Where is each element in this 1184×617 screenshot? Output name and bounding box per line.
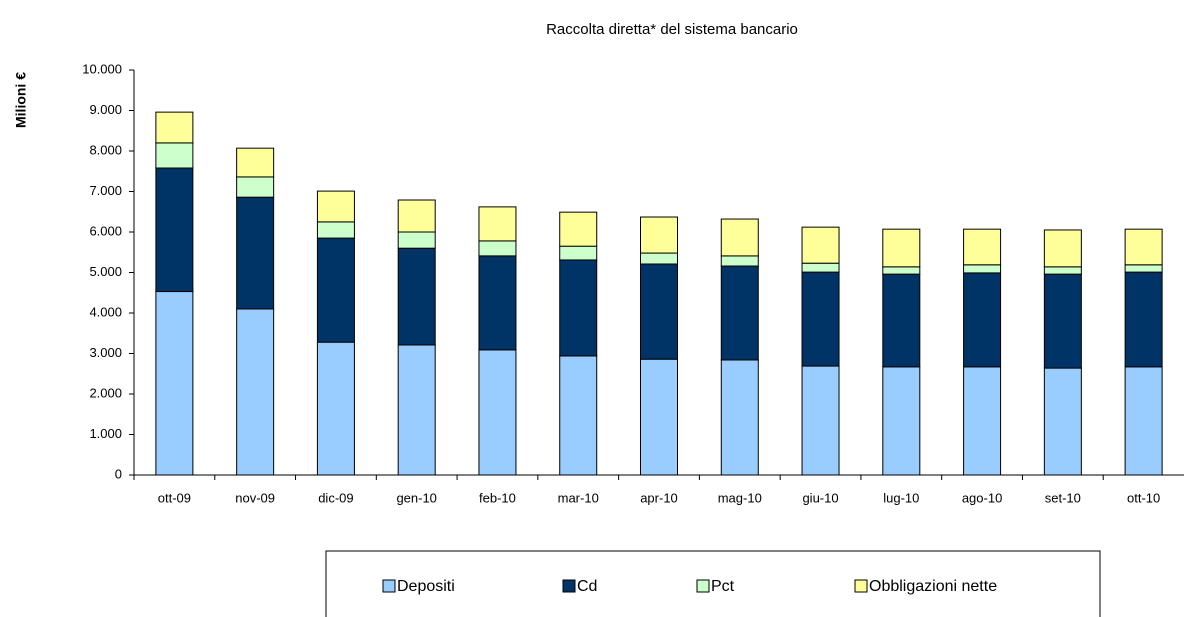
y-tick-label: 10.000 <box>82 61 122 76</box>
legend-label: Depositi <box>397 578 455 595</box>
bar-segment <box>236 308 275 476</box>
x-tick-label: mar-10 <box>558 490 599 505</box>
bar-segment <box>882 266 921 275</box>
legend-swatch <box>562 579 576 593</box>
bar-segment <box>882 366 921 476</box>
bar-segment <box>963 272 1002 368</box>
bar-segment <box>963 264 1002 274</box>
legend-label: Obbligazioni nette <box>869 578 997 595</box>
x-tick-label: gen-10 <box>396 490 436 505</box>
bar-segment <box>963 228 1002 266</box>
bar-segment <box>1124 228 1163 266</box>
bar-segment <box>397 199 436 233</box>
legend-swatch <box>696 579 710 593</box>
bar-segment <box>1043 229 1082 268</box>
bar-segment <box>801 262 840 273</box>
x-tick-label: ago-10 <box>962 490 1002 505</box>
bar-segment <box>478 349 517 476</box>
bar-segment <box>316 190 355 223</box>
x-tick-label: nov-09 <box>235 490 275 505</box>
bar-segment <box>801 365 840 476</box>
bar-segment <box>720 255 759 267</box>
x-tick-label: feb-10 <box>479 490 516 505</box>
bar-segment <box>1043 266 1082 275</box>
bar-segment <box>155 142 194 169</box>
bar-segment <box>963 366 1002 476</box>
chart-title: Raccolta diretta* del sistema bancario <box>546 21 798 38</box>
x-tick-label: dic-09 <box>318 490 353 505</box>
legend-swatch <box>382 579 396 593</box>
bar-segment <box>559 259 598 357</box>
bar-segment <box>801 226 840 264</box>
bar-segment <box>316 221 355 239</box>
bar-segment <box>640 358 678 476</box>
bar-segment <box>640 216 678 254</box>
y-tick-label: 2.000 <box>89 385 122 400</box>
bar-segment <box>316 237 355 343</box>
bar-segment <box>559 245 598 261</box>
y-tick-label: 8.000 <box>89 142 122 157</box>
bar-segment <box>1124 271 1163 368</box>
legend: Depositi Cd Pct Obbligazioni nette <box>325 550 1101 617</box>
y-tick-label: 7.000 <box>89 183 122 198</box>
y-tick-label: 4.000 <box>89 304 122 319</box>
bar-segment <box>236 196 275 310</box>
bar-segment <box>1124 366 1163 476</box>
bar-segment <box>1043 273 1082 369</box>
x-tick-label: mag-10 <box>718 490 762 505</box>
legend-label: Cd <box>577 578 597 595</box>
bar-segment <box>882 228 921 268</box>
y-axis-label: Milioni € <box>13 72 29 128</box>
y-tick-label: 1.000 <box>89 426 122 441</box>
bar-segment <box>640 252 678 265</box>
x-tick-label: giu-10 <box>802 490 838 505</box>
x-tick-label: ott-09 <box>158 490 191 505</box>
y-tick-label: 6.000 <box>89 223 122 238</box>
bar-segment <box>478 240 517 257</box>
x-tick-label: set-10 <box>1045 490 1081 505</box>
bar-segment <box>155 111 194 144</box>
y-tick-label: 3.000 <box>89 345 122 360</box>
legend-box <box>325 550 1101 617</box>
bar-segment <box>1043 367 1082 476</box>
bar-segment <box>801 271 840 367</box>
bar-segment <box>478 255 517 351</box>
bar-segment <box>155 291 194 476</box>
y-tick-label: 9.000 <box>89 102 122 117</box>
bar-segment <box>1124 264 1163 273</box>
bar-segment <box>397 231 436 249</box>
bar-segment <box>882 273 921 368</box>
bar-segment <box>720 359 759 476</box>
x-tick-label: lug-10 <box>883 490 919 505</box>
x-tick-label: apr-10 <box>640 490 678 505</box>
bar-segment <box>236 147 275 178</box>
bar-segment <box>236 176 275 198</box>
legend-swatch <box>854 579 868 593</box>
bar-segment <box>155 167 194 293</box>
bar-segment <box>720 265 759 361</box>
bar-segment <box>316 341 355 476</box>
bar-segment <box>397 344 436 476</box>
bar-segment <box>559 211 598 247</box>
bar-segment <box>559 355 598 476</box>
x-tick-label: ott-10 <box>1127 490 1160 505</box>
y-tick-label: 5.000 <box>89 264 122 279</box>
bar-segment <box>397 247 436 346</box>
y-tick-label: 0 <box>115 466 122 481</box>
bar-segment <box>640 263 678 360</box>
legend-label: Pct <box>711 578 735 595</box>
bar-segment <box>478 206 517 242</box>
bar-segment <box>720 218 759 257</box>
